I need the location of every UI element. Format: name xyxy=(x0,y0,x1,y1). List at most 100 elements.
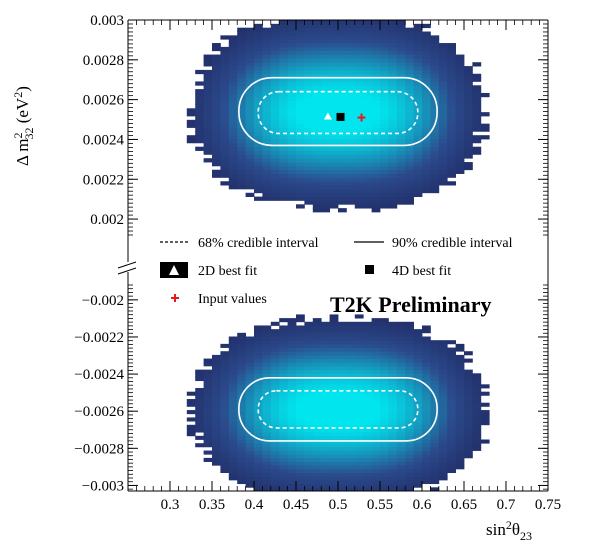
heatmap-cell xyxy=(438,181,448,186)
heatmap-cell xyxy=(296,146,305,151)
heatmap-cell xyxy=(254,62,263,67)
heatmap-cell xyxy=(346,329,356,334)
heatmap-cell xyxy=(237,77,246,82)
heatmap-cell xyxy=(228,465,238,470)
heatmap-cell xyxy=(329,139,339,144)
heatmap-cell xyxy=(413,31,423,36)
heatmap-cell xyxy=(371,421,381,426)
heatmap-cell xyxy=(447,150,456,155)
heatmap-cell xyxy=(371,358,381,363)
heatmap-cell xyxy=(464,85,473,90)
heatmap-cell xyxy=(438,54,448,59)
heatmap-cell xyxy=(438,358,448,363)
heatmap-cell xyxy=(447,391,456,396)
heatmap-cell xyxy=(430,69,440,75)
heatmap-cell xyxy=(321,177,330,182)
heatmap-cell xyxy=(228,347,238,352)
heatmap-cell xyxy=(354,43,364,48)
heatmap-cell xyxy=(371,446,381,451)
heatmap-cell xyxy=(338,479,347,485)
heatmap-cell xyxy=(195,424,204,429)
heatmap-cell xyxy=(329,329,339,334)
heatmap-cell xyxy=(329,31,339,36)
heatmap-cell xyxy=(270,421,280,426)
heatmap-cell xyxy=(455,85,465,90)
heatmap-cell xyxy=(312,20,322,25)
heatmap-cell xyxy=(388,487,398,491)
heatmap-cell xyxy=(195,131,204,136)
heatmap-cell xyxy=(203,457,213,462)
heatmap-cell xyxy=(296,399,305,404)
heatmap-cell xyxy=(262,354,272,359)
heatmap-cell xyxy=(329,185,339,190)
upper-contour-90 xyxy=(238,76,438,147)
heatmap-cell xyxy=(338,58,347,63)
heatmap-cell xyxy=(388,340,398,345)
heatmap-cell xyxy=(422,100,431,105)
heatmap-cell xyxy=(380,399,389,404)
heatmap-cell xyxy=(413,362,423,367)
heatmap-cell xyxy=(405,432,414,437)
heatmap-cell xyxy=(388,77,398,82)
heatmap-cell xyxy=(254,439,263,444)
heatmap-cell xyxy=(447,461,456,466)
heatmap-cell xyxy=(321,173,330,178)
heatmap-cell xyxy=(363,358,372,363)
y-tick-label: 0.002 xyxy=(90,212,124,228)
heatmap-cell xyxy=(363,77,372,82)
heatmap-cell xyxy=(220,104,230,109)
heatmap-cell xyxy=(354,104,364,109)
heatmap-cell xyxy=(472,89,482,94)
heatmap-cell xyxy=(363,457,372,462)
heatmap-cell xyxy=(186,112,196,117)
heatmap-cell xyxy=(338,146,347,151)
heatmap-cell xyxy=(312,108,322,113)
x-axis: 0.3 0.35 0.4 0.45 0.5 0.55 0.6 0.65 0.7 0.75 xyxy=(135,20,561,513)
heatmap-cell xyxy=(438,173,448,178)
heatmap-cell xyxy=(396,115,406,121)
heatmap-cell xyxy=(338,417,347,422)
heatmap-cell xyxy=(254,92,263,98)
heatmap-cell xyxy=(321,62,330,67)
heatmap-cell xyxy=(438,417,448,422)
heatmap-cell xyxy=(304,329,314,334)
heatmap-cell xyxy=(455,115,465,121)
heatmap-cell xyxy=(413,104,423,109)
heatmap-cell xyxy=(262,58,272,63)
heatmap-cell xyxy=(212,85,221,90)
heatmap-cell xyxy=(296,154,305,159)
heatmap-cell xyxy=(388,446,398,451)
heatmap-cell xyxy=(262,54,272,59)
heatmap-cell xyxy=(296,177,305,182)
heatmap-cell xyxy=(455,413,465,418)
heatmap-cell xyxy=(380,358,389,363)
heatmap-cell xyxy=(329,376,339,382)
heatmap-cell xyxy=(363,169,372,174)
heatmap-cell xyxy=(371,369,381,374)
heatmap-cell xyxy=(338,321,347,326)
heatmap-cell xyxy=(464,446,473,451)
heatmap-cell xyxy=(254,196,263,201)
heatmap-cell xyxy=(245,85,255,90)
heatmap-cell xyxy=(480,112,490,117)
heatmap-cell xyxy=(464,100,473,105)
heatmap-cell xyxy=(438,424,448,429)
heatmap-cell xyxy=(380,115,389,121)
heatmap-cell xyxy=(371,150,381,155)
heatmap-cell xyxy=(354,31,364,36)
heatmap-cell xyxy=(371,479,381,485)
heatmap-cell xyxy=(270,391,280,396)
heatmap-cell xyxy=(270,108,280,113)
heatmap-cell xyxy=(312,421,322,426)
heatmap-cell xyxy=(237,428,246,433)
heatmap-cell xyxy=(447,69,456,75)
heatmap-cell xyxy=(287,391,297,396)
heatmap-cell xyxy=(413,188,423,194)
heatmap-cell xyxy=(212,432,221,437)
heatmap-cell xyxy=(321,20,330,25)
heatmap-cell xyxy=(287,479,297,485)
heatmap-cell xyxy=(203,410,213,415)
heatmap-cell xyxy=(438,123,448,128)
heatmap-cell xyxy=(338,450,347,455)
heatmap-cell xyxy=(422,185,431,190)
